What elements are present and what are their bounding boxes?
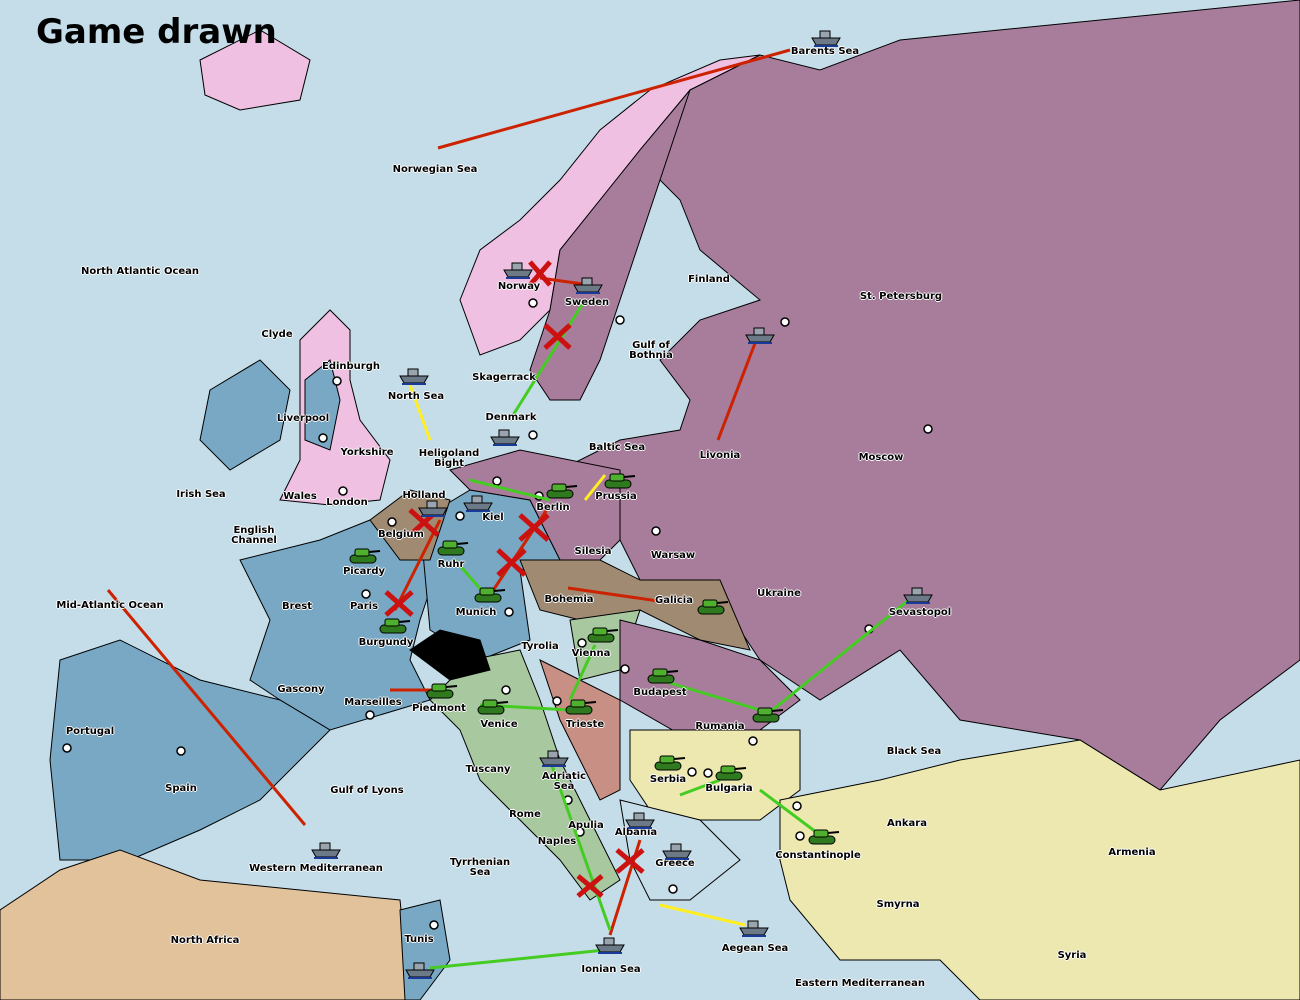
game-status-title: Game drawn: [36, 12, 277, 52]
label-kiel[interactable]: Kiel: [482, 512, 504, 523]
label-north-africa[interactable]: North Africa: [170, 935, 240, 946]
label-moscow[interactable]: Moscow: [858, 452, 904, 463]
label-bulgaria[interactable]: Bulgaria: [705, 783, 753, 794]
label-holland[interactable]: Holland: [402, 490, 446, 501]
label-finland[interactable]: Finland: [688, 274, 730, 285]
label-prussia[interactable]: Prussia: [595, 491, 637, 502]
label-silesia[interactable]: Silesia: [574, 546, 612, 557]
label-spain[interactable]: Spain: [165, 783, 197, 794]
label-denmark[interactable]: Denmark: [485, 412, 537, 423]
label-baltic-sea[interactable]: Baltic Sea: [588, 442, 646, 453]
label-ukraine[interactable]: Ukraine: [757, 588, 801, 599]
label-sevastopol[interactable]: Sevastopol: [888, 607, 952, 618]
label-tunis[interactable]: Tunis: [404, 934, 434, 945]
label-galicia[interactable]: Galicia: [655, 595, 693, 606]
region-balkans[interactable]: [629, 729, 801, 821]
region-iceland[interactable]: [199, 29, 311, 111]
label-sweden[interactable]: Sweden: [564, 297, 610, 308]
label-london[interactable]: London: [326, 497, 368, 508]
label-edinburgh[interactable]: Edinburgh: [321, 361, 381, 372]
region-bohemia[interactable]: [519, 559, 751, 651]
label-eastern-med[interactable]: Eastern Mediterranean: [795, 978, 925, 989]
region-north-africa[interactable]: [0, 849, 411, 1000]
region-tunis[interactable]: [399, 899, 451, 1000]
label-armenia[interactable]: Armenia: [1108, 847, 1156, 858]
orders: [106, 48, 916, 970]
label-tyrolia[interactable]: Tyrolia: [521, 641, 559, 652]
label-budapest[interactable]: Budapest: [633, 687, 687, 698]
label-syria[interactable]: Syria: [1057, 950, 1087, 961]
region-liverpool[interactable]: [304, 359, 341, 451]
label-st-petersburg[interactable]: St. Petersburg: [859, 291, 943, 302]
label-picardy[interactable]: Picardy: [342, 566, 386, 577]
label-apulia[interactable]: Apulia: [568, 820, 604, 831]
label-heligoland-bight[interactable]: Heligoland Bight: [418, 448, 480, 469]
label-bohemia[interactable]: Bohemia: [544, 594, 594, 605]
label-brest[interactable]: Brest: [281, 601, 313, 612]
label-yorkshire[interactable]: Yorkshire: [340, 447, 394, 458]
label-irish-sea[interactable]: Irish Sea: [176, 489, 226, 500]
label-wales[interactable]: Wales: [283, 491, 317, 502]
label-aegean-sea[interactable]: Aegean Sea: [721, 943, 789, 954]
region-turkey[interactable]: [779, 739, 1300, 1000]
label-vienna[interactable]: Vienna: [571, 648, 611, 659]
region-switzerland[interactable]: [409, 629, 491, 681]
label-north-sea[interactable]: North Sea: [387, 391, 445, 402]
label-ankara[interactable]: Ankara: [887, 818, 927, 829]
label-barents-sea[interactable]: Barents Sea: [790, 46, 860, 57]
label-north-atlantic[interactable]: North Atlantic Ocean: [80, 266, 200, 277]
label-serbia[interactable]: Serbia: [649, 774, 687, 785]
label-rumania[interactable]: Rumania: [695, 721, 745, 732]
label-adriatic-sea[interactable]: Adriatic Sea: [541, 771, 587, 792]
label-gulf-of-lyons[interactable]: Gulf of Lyons: [330, 785, 404, 796]
label-burgundy[interactable]: Burgundy: [358, 637, 414, 648]
label-naples[interactable]: Naples: [537, 836, 577, 847]
label-ruhr[interactable]: Ruhr: [437, 559, 465, 570]
label-warsaw[interactable]: Warsaw: [650, 550, 696, 561]
label-albania[interactable]: Albania: [614, 827, 658, 838]
label-belgium[interactable]: Belgium: [378, 529, 424, 540]
label-skagerrack[interactable]: Skagerrack: [472, 372, 536, 383]
label-clyde[interactable]: Clyde: [261, 329, 293, 340]
label-black-sea[interactable]: Black Sea: [886, 746, 942, 757]
label-tyrrhenian-sea[interactable]: Tyrrhenian Sea: [449, 857, 511, 878]
label-western-med[interactable]: Western Mediterranean: [249, 863, 383, 874]
label-rome[interactable]: Rome: [509, 809, 541, 820]
label-portugal[interactable]: Portugal: [65, 726, 115, 737]
label-berlin[interactable]: Berlin: [536, 502, 570, 513]
supply-centers: [62, 298, 933, 930]
label-mid-atlantic[interactable]: Mid-Atlantic Ocean: [56, 600, 164, 611]
label-marseilles[interactable]: Marseilles: [344, 697, 402, 708]
label-ionian-sea[interactable]: Ionian Sea: [581, 964, 641, 975]
label-piedmont[interactable]: Piedmont: [412, 703, 466, 714]
label-gulf-of-bothnia[interactable]: Gulf of Bothnia: [629, 340, 673, 361]
label-greece[interactable]: Greece: [655, 858, 695, 869]
label-trieste[interactable]: Trieste: [565, 719, 605, 730]
label-gascony[interactable]: Gascony: [277, 684, 325, 695]
label-paris[interactable]: Paris: [349, 601, 379, 612]
label-venice[interactable]: Venice: [480, 719, 518, 730]
label-tuscany[interactable]: Tuscany: [465, 764, 511, 775]
label-norwegian-sea[interactable]: Norwegian Sea: [392, 164, 478, 175]
label-constantinople[interactable]: Constantinople: [775, 850, 861, 861]
label-english-channel[interactable]: English Channel: [231, 525, 277, 546]
label-smyrna[interactable]: Smyrna: [876, 899, 920, 910]
label-norway[interactable]: Norway: [497, 281, 541, 292]
label-livonia[interactable]: Livonia: [699, 450, 741, 461]
label-liverpool[interactable]: Liverpool: [276, 413, 330, 424]
region-ireland[interactable]: [199, 359, 291, 471]
label-munich[interactable]: Munich: [455, 607, 497, 618]
